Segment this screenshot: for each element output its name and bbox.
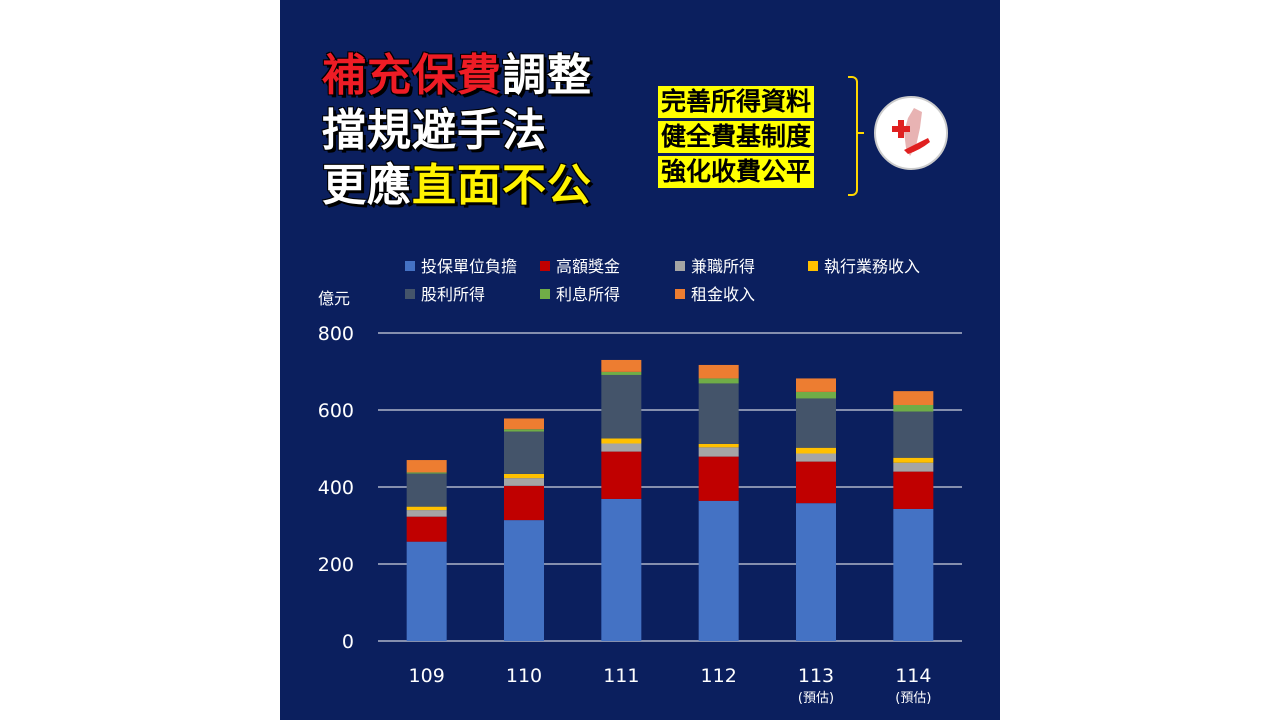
bar-segment: [601, 498, 642, 641]
bar-segment: [893, 462, 934, 472]
bar-segment: [601, 451, 642, 499]
bar-segment: [893, 457, 934, 463]
bar-segment: [406, 473, 447, 507]
bracket-decoration: [848, 76, 858, 196]
x-tick-label: 112: [701, 665, 737, 687]
bar-segment: [796, 398, 836, 448]
bar-segment: [504, 473, 544, 479]
legend-label: 高額獎金: [556, 257, 620, 276]
bar-segment: [406, 541, 447, 641]
infographic-panel: 補充保費調整 擋規避手法 更應直面不公 完善所得資料 健全費基制度 強化收費公平…: [280, 0, 1000, 720]
bar-segment: [796, 447, 836, 454]
bracket-tip: [858, 132, 864, 134]
y-tick-label: 600: [318, 400, 354, 422]
bar-segment: [893, 411, 934, 458]
y-tick-label: 200: [318, 554, 354, 576]
headline-line-2: 擋規避手法: [322, 105, 547, 157]
bar-segment: [893, 508, 934, 641]
bar-segment: [601, 371, 642, 375]
legend-label: 執行業務收入: [824, 257, 920, 276]
legend-swatch: [540, 289, 550, 299]
bar-segment: [601, 438, 642, 444]
bar-segment: [406, 510, 447, 517]
legend-label: 租金收入: [691, 285, 755, 304]
x-tick-note: (預估): [895, 691, 931, 706]
legend-swatch: [540, 261, 550, 271]
x-tick-label: 109: [409, 665, 445, 687]
y-tick-label: 800: [318, 323, 354, 345]
bar-segment: [698, 500, 739, 641]
bar-segment: [406, 516, 447, 542]
bar-segment: [698, 443, 739, 448]
unit-label: 億元: [318, 289, 350, 308]
y-tick-label: 400: [318, 477, 354, 499]
goal-item: 完善所得資料: [658, 86, 815, 118]
headline-white-text: 更應: [322, 160, 412, 211]
bar-segment: [601, 443, 642, 452]
legend-swatch: [675, 261, 685, 271]
legend-swatch: [808, 261, 818, 271]
bar-segment: [504, 429, 544, 432]
bar-segment: [796, 503, 836, 641]
bar-segment: [698, 364, 739, 379]
legend-swatch: [405, 289, 415, 299]
bar-segment: [504, 431, 544, 474]
nhi-logo-icon: [874, 96, 948, 170]
bar-segment: [504, 520, 544, 641]
bar-segment: [406, 472, 447, 474]
y-tick-label: 0: [342, 631, 354, 653]
bar-segment: [698, 383, 739, 444]
legend-label: 利息所得: [556, 285, 620, 304]
bar-segment: [698, 456, 739, 501]
x-tick-label: 111: [603, 665, 639, 687]
bar-segment: [698, 447, 739, 457]
legend-label: 兼職所得: [691, 257, 755, 276]
headline-line-3: 更應直面不公: [322, 160, 592, 212]
headline-line-1: 補充保費調整: [322, 50, 592, 102]
headline-red-text: 補充保費: [322, 50, 502, 101]
bar-segment: [796, 378, 836, 392]
bar-segment: [893, 404, 934, 412]
bar-segment: [796, 461, 836, 504]
bar-segment: [601, 374, 642, 439]
bar-segment: [893, 471, 934, 509]
legend-label: 投保單位負擔: [421, 257, 517, 276]
bar-segment: [406, 506, 447, 511]
bar-segment: [504, 485, 544, 521]
headline-white-text: 擋規避手法: [322, 105, 547, 156]
bar-segment: [893, 391, 934, 405]
headline-white-text: 調整: [502, 50, 592, 101]
x-tick-note: (預估): [798, 691, 834, 706]
bar-segment: [796, 391, 836, 399]
bar-segment: [796, 453, 836, 462]
bar-segment: [504, 418, 544, 430]
headline-yellow-text: 直面不公: [412, 160, 592, 211]
x-tick-label: 113: [798, 665, 834, 687]
bar-segment: [504, 478, 544, 486]
bar-segment: [601, 359, 642, 372]
legend-swatch: [405, 261, 415, 271]
goal-item: 健全費基制度: [658, 121, 815, 153]
legend-swatch: [675, 289, 685, 299]
bar-segment: [406, 460, 447, 473]
x-tick-label: 114: [895, 665, 931, 687]
legend-label: 股利所得: [421, 285, 485, 304]
goal-item: 強化收費公平: [658, 156, 815, 188]
bar-segment: [698, 378, 739, 384]
x-tick-label: 110: [506, 665, 542, 687]
